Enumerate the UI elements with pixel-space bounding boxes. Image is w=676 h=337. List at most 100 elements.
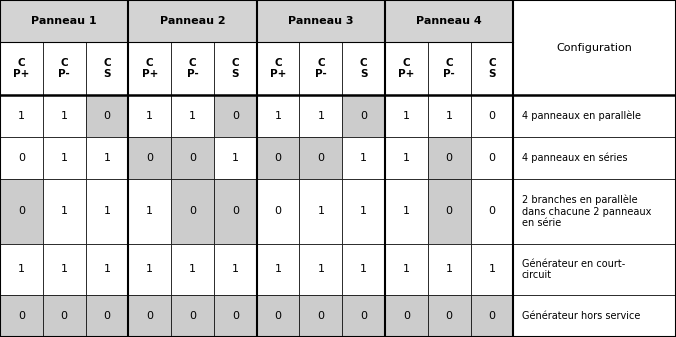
- Bar: [342, 95, 385, 137]
- Text: Panneau 1: Panneau 1: [31, 16, 97, 26]
- Text: 0: 0: [489, 206, 496, 216]
- Text: 1: 1: [445, 111, 453, 121]
- Bar: [470, 42, 513, 95]
- Bar: [470, 244, 513, 295]
- Bar: [385, 244, 428, 295]
- Bar: [214, 295, 257, 337]
- Bar: [128, 0, 257, 42]
- Text: 1: 1: [61, 206, 68, 216]
- Bar: [0, 137, 43, 179]
- Text: 1: 1: [146, 111, 153, 121]
- Bar: [0, 179, 43, 244]
- Bar: [299, 137, 342, 179]
- Bar: [299, 179, 342, 244]
- Bar: [43, 179, 86, 244]
- Bar: [0, 244, 43, 295]
- Text: 0: 0: [146, 153, 153, 163]
- Text: C
S: C S: [231, 58, 239, 79]
- Bar: [513, 95, 676, 137]
- Text: 1: 1: [61, 153, 68, 163]
- Text: 0: 0: [445, 153, 453, 163]
- Text: C
P+: C P+: [14, 58, 30, 79]
- Bar: [128, 137, 171, 179]
- Bar: [428, 42, 470, 95]
- Bar: [257, 179, 299, 244]
- Bar: [128, 295, 171, 337]
- Bar: [470, 95, 513, 137]
- Text: 1: 1: [318, 206, 324, 216]
- Text: 4 panneaux en parallèle: 4 panneaux en parallèle: [521, 111, 641, 121]
- Text: 1: 1: [18, 265, 25, 274]
- Bar: [86, 137, 128, 179]
- Bar: [513, 295, 676, 337]
- Bar: [342, 295, 385, 337]
- Bar: [428, 179, 470, 244]
- Bar: [214, 95, 257, 137]
- Bar: [385, 179, 428, 244]
- Text: 1: 1: [318, 265, 324, 274]
- Text: 0: 0: [445, 311, 453, 321]
- Text: 1: 1: [189, 111, 196, 121]
- Bar: [470, 137, 513, 179]
- Bar: [513, 137, 676, 179]
- Bar: [214, 137, 257, 179]
- Text: C
S: C S: [360, 58, 368, 79]
- Text: 0: 0: [489, 311, 496, 321]
- Text: 1: 1: [318, 111, 324, 121]
- Bar: [342, 244, 385, 295]
- Text: 0: 0: [18, 206, 25, 216]
- Text: 1: 1: [103, 206, 110, 216]
- Bar: [428, 137, 470, 179]
- Text: 0: 0: [189, 153, 196, 163]
- Bar: [385, 295, 428, 337]
- Text: 1: 1: [232, 265, 239, 274]
- Bar: [257, 244, 299, 295]
- Text: C
P-: C P-: [443, 58, 455, 79]
- Text: 0: 0: [274, 206, 282, 216]
- Text: Générateur hors service: Générateur hors service: [521, 311, 640, 321]
- Text: 1: 1: [274, 265, 282, 274]
- Text: 0: 0: [232, 111, 239, 121]
- Bar: [86, 42, 128, 95]
- Bar: [86, 244, 128, 295]
- Bar: [171, 179, 214, 244]
- Text: 1: 1: [360, 153, 367, 163]
- Text: C
S: C S: [103, 58, 111, 79]
- Text: C
P-: C P-: [187, 58, 199, 79]
- Bar: [299, 295, 342, 337]
- Text: 2 branches en parallèle
dans chacune 2 panneaux
en série: 2 branches en parallèle dans chacune 2 p…: [521, 194, 651, 228]
- Bar: [128, 179, 171, 244]
- Bar: [385, 0, 513, 42]
- Text: C
S: C S: [488, 58, 496, 79]
- Text: 0: 0: [146, 311, 153, 321]
- Text: 0: 0: [232, 206, 239, 216]
- Bar: [214, 244, 257, 295]
- Bar: [428, 244, 470, 295]
- Bar: [299, 42, 342, 95]
- Text: 1: 1: [403, 265, 410, 274]
- Text: 0: 0: [274, 153, 282, 163]
- Text: Panneau 4: Panneau 4: [416, 16, 482, 26]
- Text: 1: 1: [61, 111, 68, 121]
- Text: 0: 0: [489, 153, 496, 163]
- Bar: [171, 42, 214, 95]
- Text: 0: 0: [18, 311, 25, 321]
- Text: 1: 1: [360, 265, 367, 274]
- Bar: [299, 244, 342, 295]
- Bar: [470, 295, 513, 337]
- Bar: [0, 95, 43, 137]
- Text: 1: 1: [103, 265, 110, 274]
- Text: 0: 0: [103, 111, 110, 121]
- Text: C
P+: C P+: [141, 58, 158, 79]
- Bar: [171, 95, 214, 137]
- Text: 1: 1: [445, 265, 453, 274]
- Text: 1: 1: [403, 206, 410, 216]
- Text: C
P-: C P-: [315, 58, 327, 79]
- Text: 1: 1: [274, 111, 282, 121]
- Bar: [43, 42, 86, 95]
- Bar: [0, 295, 43, 337]
- Bar: [214, 42, 257, 95]
- Text: 0: 0: [189, 311, 196, 321]
- Text: 1: 1: [146, 265, 153, 274]
- Bar: [128, 42, 171, 95]
